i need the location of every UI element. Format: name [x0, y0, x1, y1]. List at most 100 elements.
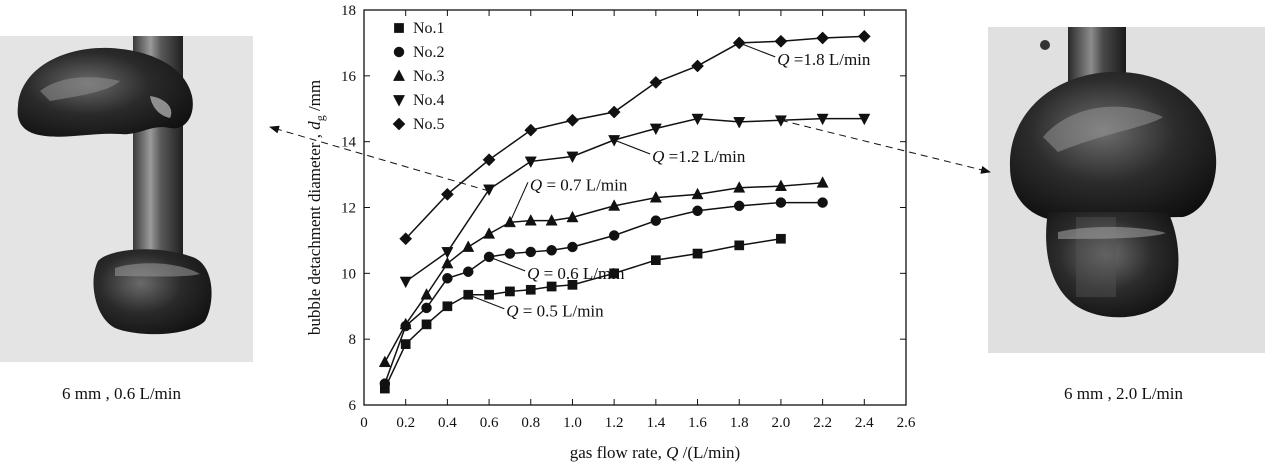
legend-marker [392, 117, 406, 131]
legend-marker [392, 69, 406, 81]
series-line [384, 182, 823, 363]
data-point [483, 227, 496, 239]
data-point [400, 339, 411, 349]
data-point [692, 205, 703, 217]
data-point [566, 113, 579, 127]
data-point [609, 268, 620, 279]
annotation-label: Q = 0.5 L/min [506, 302, 604, 321]
data-point [399, 317, 412, 330]
legend-entry: No.1 [413, 20, 445, 37]
data-point [442, 273, 453, 284]
data-point [399, 232, 413, 246]
data-point [441, 247, 454, 259]
y-tick-label: 16 [341, 69, 357, 85]
data-point [607, 105, 621, 119]
data-point [816, 113, 829, 126]
data-point [566, 210, 579, 223]
series-line [405, 117, 865, 283]
x-tick-label: 1.2 [605, 415, 624, 431]
data-point [816, 176, 829, 188]
y-tick-label: 10 [341, 266, 356, 282]
data-point [733, 200, 745, 212]
annotation-label: Q = 0.7 L/min [530, 175, 628, 194]
data-point [692, 248, 703, 259]
x-tick-label: 0.4 [438, 415, 457, 431]
annotation-label: Q = 0.6 L/min [527, 264, 625, 283]
annotations-layer: Q =1.8 L/min Q =1.2 L/min Q = 0.7 L/min Q =… [468, 42, 871, 321]
data-point [399, 276, 412, 289]
y-axis-title: bubble detachment diameter , dg /mm [305, 80, 327, 335]
data-point [775, 197, 787, 208]
plot-border [363, 9, 907, 406]
data-point [484, 289, 494, 300]
series-no4 [399, 113, 871, 289]
data-point [650, 255, 661, 266]
bubble-photo-right [988, 27, 1265, 353]
series-no5 [399, 29, 871, 246]
legend-entry: No.3 [413, 68, 445, 85]
x-tick-label: 1.8 [730, 415, 749, 431]
data-point [525, 246, 537, 258]
series-layer [378, 29, 871, 394]
series-line [384, 201, 823, 384]
data-point [566, 151, 579, 164]
caption-left: 6 mm , 0.6 L/min [62, 384, 181, 403]
x-tick-label: 1.4 [646, 415, 665, 431]
y-tick-label: 18 [341, 3, 356, 19]
data-point [482, 153, 496, 167]
data-point [524, 156, 537, 169]
data-point [732, 36, 746, 50]
data-point [462, 266, 474, 277]
data-point [816, 31, 830, 45]
series-no2 [379, 197, 828, 389]
data-point [462, 240, 475, 252]
data-point [608, 230, 620, 241]
data-point [379, 378, 391, 389]
y-tick-label: 14 [341, 135, 357, 151]
data-point [691, 59, 704, 73]
photo-pointers [269, 119, 991, 192]
data-point [649, 75, 663, 89]
legend-marker [394, 23, 404, 33]
plot-frame [363, 9, 907, 406]
annotation-leader [739, 42, 776, 58]
data-point [504, 248, 516, 259]
data-point [691, 187, 704, 200]
x-tick-label: 0.8 [521, 415, 540, 431]
x-tick-label: 1.6 [688, 415, 707, 431]
caption-right: 6 mm , 2.0 L/min [1064, 384, 1183, 403]
data-point [421, 319, 432, 330]
data-point [545, 214, 558, 226]
x-tick-label: 2.4 [855, 415, 874, 431]
annotation-leader [509, 182, 529, 223]
data-point [608, 199, 621, 211]
annotation-leader [613, 139, 651, 155]
data-point [441, 256, 454, 269]
data-point [733, 117, 746, 129]
y-tick-label: 12 [341, 201, 356, 217]
data-point [442, 301, 453, 312]
x-axis-title: gas flow rate, Q /(L/min) [570, 443, 740, 462]
data-point [378, 355, 391, 368]
x-tick-label: 1.0 [563, 415, 582, 431]
x-tick-label: 0 [360, 415, 368, 431]
bubble-photo-right-graphic [988, 27, 1265, 353]
data-point [525, 284, 536, 295]
annotation-label: Q =1.2 L/min [652, 147, 746, 166]
series-line [405, 35, 865, 240]
data-point [776, 233, 786, 244]
legend-marker [392, 95, 406, 107]
bubble-photo-left-graphic [0, 36, 253, 362]
x-tick-label: 2.2 [813, 415, 832, 431]
data-point [774, 34, 788, 48]
data-point [421, 302, 432, 314]
data-point [650, 215, 662, 226]
ticks-layer: 0 0.2 0.4 0.6 0.8 1.0 1.2 1.4 1.6 1.8 2.0 2.2 2.4 2.6… [341, 3, 916, 431]
pointer-to-right-photo [780, 119, 991, 174]
data-point [567, 241, 578, 253]
data-point [567, 280, 578, 290]
data-point [524, 214, 537, 226]
y-tick-label: 6 [349, 398, 357, 414]
legend-marker [393, 46, 405, 58]
x-tick-label: 2.0 [772, 415, 791, 431]
